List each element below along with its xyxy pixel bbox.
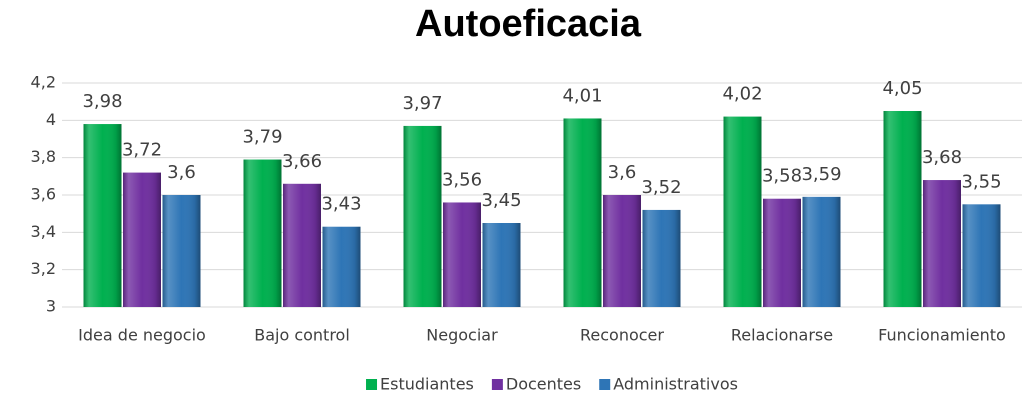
- bar-shade: [962, 204, 1001, 307]
- value-label: 3,72: [122, 140, 162, 161]
- bar-shade: [322, 226, 361, 307]
- x-tick-label: Negociar: [426, 326, 498, 345]
- bar-shade: [802, 196, 841, 307]
- legend-label: Administrativos: [613, 375, 738, 394]
- value-label: 4,02: [722, 84, 762, 105]
- value-label: 3,98: [82, 91, 122, 112]
- bar-shade: [403, 125, 442, 307]
- value-label: 3,59: [801, 164, 841, 185]
- bar-shade: [482, 223, 521, 307]
- legend-swatch: [491, 379, 503, 390]
- value-label: 3,58: [762, 166, 802, 187]
- value-label: 4,01: [562, 85, 602, 106]
- x-tick-label: Reconocer: [580, 326, 664, 345]
- bar-shade: [603, 195, 641, 307]
- y-tick-label: 3,6: [31, 185, 56, 204]
- value-label: 3,79: [242, 127, 282, 148]
- bar-shade: [563, 118, 602, 307]
- bar-shade: [763, 198, 801, 307]
- bar-shade: [162, 195, 201, 307]
- value-label: 3,66: [282, 151, 322, 172]
- y-tick-label: 4: [46, 110, 56, 129]
- legend-label: Estudiantes: [380, 375, 474, 394]
- bar-shade: [123, 172, 161, 307]
- y-tick-label: 3,2: [31, 259, 56, 278]
- value-label: 3,43: [321, 194, 361, 215]
- bar-shade: [642, 209, 681, 307]
- x-tick-label: Relacionarse: [731, 326, 833, 345]
- value-label: 3,6: [608, 162, 637, 183]
- x-tick-label: Funcionamiento: [878, 326, 1006, 345]
- value-label: 3,55: [961, 171, 1001, 192]
- bar-shade: [283, 183, 321, 307]
- bar-shade: [83, 124, 122, 307]
- chart-title: Autoeficacia: [415, 3, 642, 45]
- y-tick-label: 3: [46, 297, 56, 316]
- bar-shade: [723, 116, 762, 307]
- y-tick-label: 4,2: [31, 73, 56, 92]
- bar-shade: [243, 159, 282, 307]
- bar-shade: [443, 202, 481, 307]
- x-tick-label: Idea de negocio: [78, 326, 206, 345]
- legend-label: Docentes: [506, 375, 581, 394]
- y-tick-label: 3,8: [31, 147, 56, 166]
- value-label: 4,05: [882, 78, 922, 99]
- value-label: 3,97: [402, 93, 442, 114]
- legend-swatch: [366, 379, 378, 390]
- bar-shade: [923, 180, 961, 307]
- bar-shade: [883, 111, 922, 307]
- legend-swatch: [599, 379, 611, 390]
- value-label: 3,45: [481, 190, 521, 211]
- value-label: 3,6: [167, 162, 196, 183]
- value-label: 3,56: [442, 169, 482, 190]
- value-label: 3,68: [922, 147, 962, 168]
- x-tick-label: Bajo control: [254, 326, 350, 345]
- value-label: 3,52: [641, 177, 681, 198]
- y-tick-label: 3,4: [31, 222, 56, 241]
